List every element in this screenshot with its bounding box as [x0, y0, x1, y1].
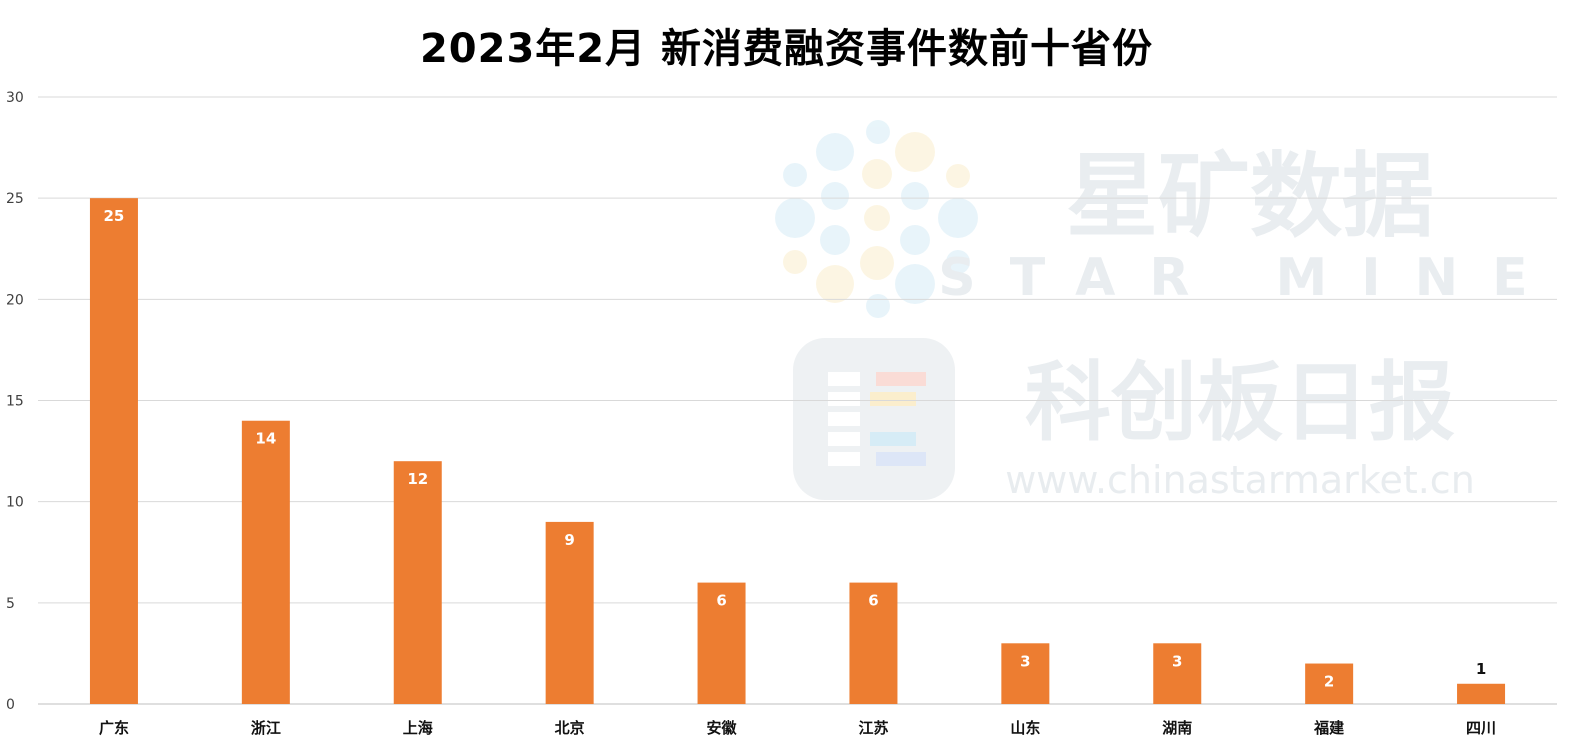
watermark-brand-en: STAR MINE — [938, 248, 1561, 308]
y-tick-label: 20 — [6, 292, 24, 308]
watermark-brand-cn: 星矿数据 — [1066, 143, 1434, 250]
y-tick-label: 30 — [6, 90, 24, 106]
bar — [1457, 683, 1506, 704]
data-labels: 25 14 12 9 6 6 3 3 2 1 — [104, 207, 1487, 690]
watermark-dots-logo — [775, 120, 978, 318]
y-tick-label: 10 — [6, 495, 24, 511]
x-tick-label: 安徽 — [707, 719, 738, 737]
x-tick-label: 浙江 — [251, 719, 281, 737]
data-label: 14 — [255, 430, 276, 448]
bar — [697, 582, 746, 704]
y-tick-label: 5 — [6, 596, 15, 612]
bar — [241, 420, 290, 704]
data-label: 25 — [104, 207, 125, 225]
data-label: 6 — [868, 592, 878, 610]
x-tick-label: 北京 — [555, 719, 585, 737]
x-tick-label: 上海 — [403, 719, 433, 737]
x-tick-label: 湖南 — [1162, 719, 1192, 737]
watermark-outlet: 科创板日报 — [1025, 353, 1455, 453]
x-tick-label: 福建 — [1313, 719, 1345, 737]
x-tick-label: 山东 — [1010, 719, 1040, 737]
watermark-url: www.chinastarmarket.cn — [1005, 458, 1475, 502]
chart-title: 2023年2月 新消费融资事件数前十省份 — [419, 26, 1154, 72]
data-label: 3 — [1172, 652, 1182, 670]
bars — [89, 198, 1506, 704]
y-tick-label: 0 — [6, 697, 15, 713]
bar — [1001, 643, 1050, 704]
y-axis: 0 5 10 15 20 25 30 — [6, 90, 24, 713]
bar — [393, 461, 442, 704]
data-label: 9 — [564, 531, 574, 549]
y-tick-label: 15 — [6, 394, 24, 410]
bar — [849, 582, 898, 704]
data-label: 2 — [1324, 673, 1334, 691]
bar — [1305, 663, 1354, 704]
bar — [545, 521, 594, 704]
x-axis: 广东 浙江 上海 北京 安徽 江苏 山东 湖南 福建 四川 — [99, 719, 1496, 737]
gridlines — [38, 96, 1557, 705]
data-label: 12 — [407, 470, 428, 488]
x-tick-label: 四川 — [1466, 719, 1496, 737]
y-tick-label: 25 — [6, 191, 24, 207]
bar — [89, 198, 138, 704]
data-label: 1 — [1476, 660, 1486, 678]
watermark: 星矿数据 STAR MINE 科创板日报 www.chinastarmarket… — [775, 120, 1561, 502]
data-label: 6 — [716, 592, 726, 610]
bar — [1153, 643, 1202, 704]
data-label: 3 — [1020, 652, 1030, 670]
x-tick-label: 广东 — [99, 719, 129, 737]
x-tick-label: 江苏 — [858, 719, 888, 737]
watermark-app-icon — [793, 338, 955, 500]
